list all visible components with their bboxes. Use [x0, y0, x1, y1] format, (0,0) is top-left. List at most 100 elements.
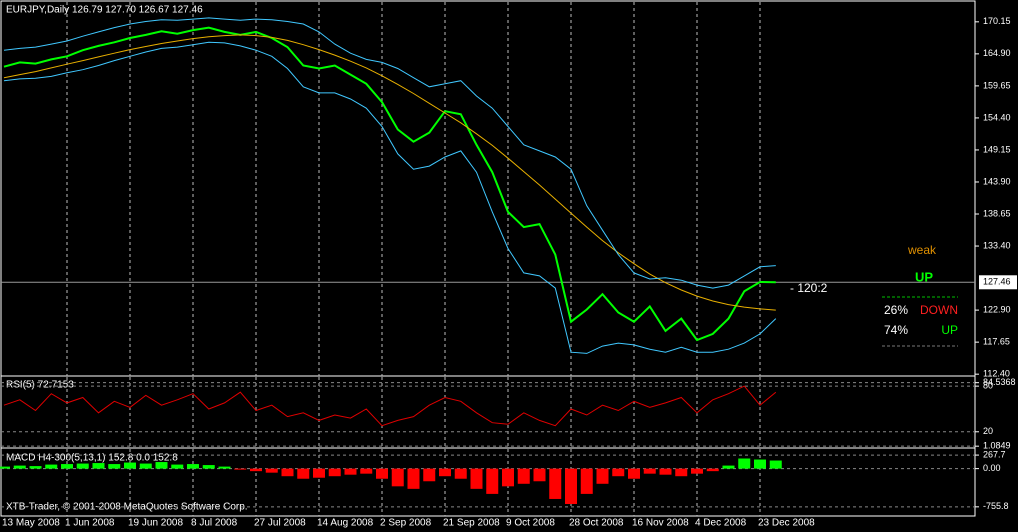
y-tick-label: 170.15 [983, 16, 1011, 26]
histogram-bar [628, 468, 640, 479]
x-tick-label: 4 Dec 2008 [695, 518, 747, 529]
histogram-bar [124, 462, 136, 469]
y-tick-label: 267.7 [983, 449, 1006, 459]
signal-strength: weak [907, 243, 937, 257]
histogram-bar [423, 468, 436, 482]
histogram-bar [344, 468, 357, 475]
histogram-bar [738, 458, 751, 469]
histogram-bar [360, 468, 373, 474]
histogram-bar [155, 462, 168, 469]
y-tick-label: 20 [983, 426, 993, 436]
histogram-bar [549, 468, 562, 499]
last-price-label: 127.46 [983, 277, 1011, 287]
y-tick-label: 149.15 [983, 144, 1011, 154]
y-tick-label: 164.90 [983, 48, 1011, 58]
histogram-bar [407, 468, 420, 489]
x-tick-label: 2 Sep 2008 [380, 518, 432, 529]
histogram-bar [439, 468, 451, 477]
histogram-bar [769, 460, 782, 469]
histogram-bar [234, 468, 247, 470]
y-tick-label: 138.65 [983, 208, 1011, 218]
histogram-bar [675, 468, 688, 477]
macd-title: MACD H4-300(5,13,1) 152.8 0.0 152.8 [6, 453, 178, 464]
histogram-bar [218, 466, 231, 469]
histogram-bar [0, 466, 10, 469]
rsi-title: RSI(5) 72.7153 [6, 380, 74, 391]
x-tick-label: 8 Jul 2008 [191, 518, 238, 529]
histogram-bar [281, 468, 294, 477]
y-tick-label: 117.65 [983, 337, 1010, 347]
histogram-bar [596, 468, 609, 484]
histogram-bar [565, 468, 577, 505]
signal-pct: 26% [884, 303, 908, 317]
histogram-bar [612, 468, 625, 477]
y-tick-label: 159.65 [983, 80, 1011, 90]
y-tick-label: 122.90 [983, 304, 1011, 314]
x-tick-label: 19 Jun 2008 [128, 518, 183, 529]
footer: XTB-Trader, © 2001-2008 MetaQuotes Softw… [6, 502, 248, 513]
histogram-bar [454, 468, 467, 479]
series-line [3, 17, 776, 289]
histogram-bar [643, 468, 656, 474]
histogram-bar [29, 466, 42, 469]
histogram-bar [265, 468, 278, 473]
y-tick-label: 1.0849 [983, 441, 1011, 451]
series-line [3, 26, 776, 342]
series-line [3, 34, 776, 311]
histogram-bar [76, 463, 89, 469]
y-tick-label: 112.40 [983, 369, 1010, 379]
histogram-bar [580, 468, 593, 494]
histogram-bar [706, 468, 719, 472]
signal-direction: UP [915, 269, 933, 284]
histogram-bar [486, 468, 499, 494]
histogram-bar [171, 464, 184, 469]
histogram-bar [61, 464, 73, 469]
histogram-bar [202, 465, 215, 469]
histogram-bar [502, 468, 514, 487]
histogram-bar [139, 463, 152, 469]
x-tick-label: 16 Nov 2008 [632, 518, 689, 529]
histogram-bar [533, 468, 546, 482]
histogram-bar [659, 468, 672, 475]
histogram-bar [328, 468, 341, 477]
histogram-bar [108, 464, 121, 469]
y-tick-label: 84.5368 [983, 377, 1016, 387]
histogram-bar [187, 464, 199, 469]
histogram-bar [297, 468, 310, 479]
histogram-bar [376, 468, 388, 479]
x-tick-label: 9 Oct 2008 [506, 518, 555, 529]
histogram-bar [517, 468, 530, 484]
y-tick-label: 154.40 [983, 112, 1011, 122]
y-tick-label: 0.00 [983, 463, 1001, 473]
signal-label: UP [941, 323, 958, 337]
x-tick-label: 23 Dec 2008 [758, 518, 815, 529]
histogram-bar [313, 468, 325, 478]
y-tick-label: 143.90 [983, 176, 1011, 186]
x-tick-label: 21 Sep 2008 [443, 518, 500, 529]
histogram-bar [691, 468, 703, 474]
histogram-bar [391, 468, 404, 487]
histogram-bar [722, 465, 735, 469]
projection-label: - 120:2 [790, 281, 828, 295]
y-tick-label: 133.40 [983, 240, 1011, 250]
x-tick-label: 27 Jul 2008 [254, 518, 306, 529]
histogram-bar [92, 463, 105, 469]
x-tick-label: 28 Oct 2008 [569, 518, 624, 529]
histogram-bar [45, 464, 58, 469]
histogram-bar [13, 465, 26, 469]
x-tick-label: 13 May 2008 [2, 518, 60, 529]
chart-title: EURJPY,Daily 126.79 127.70 126.67 127.46 [6, 5, 203, 16]
y-tick-label: -755.8 [983, 501, 1009, 511]
frame [0, 0, 976, 517]
x-tick-label: 1 Jun 2008 [65, 518, 115, 529]
y-tick-label: 80 [983, 381, 993, 391]
x-tick-label: 14 Aug 2008 [317, 518, 374, 529]
signal-pct: 74% [884, 323, 908, 337]
histogram-bar [470, 468, 483, 489]
signal-label: DOWN [920, 303, 958, 317]
series-line [3, 385, 777, 427]
last-price-box [979, 275, 1017, 290]
histogram-bar [754, 459, 766, 469]
histogram-bar [250, 468, 262, 472]
